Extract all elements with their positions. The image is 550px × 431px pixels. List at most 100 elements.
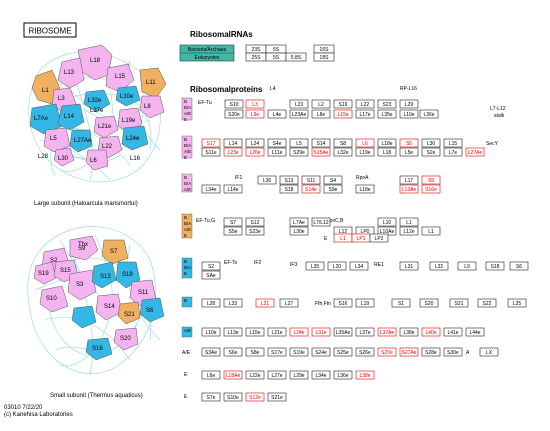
protein-box[interactable]: S9e: [323, 184, 343, 194]
protein-box[interactable]: L15: [443, 138, 463, 148]
protein-box[interactable]: L22: [355, 99, 375, 109]
protein-box[interactable]: S11: [301, 175, 321, 185]
protein-box[interactable]: L31e: [311, 327, 331, 337]
protein-box[interactable]: L37Ae: [377, 327, 397, 337]
protein-box[interactable]: S7e: [201, 392, 221, 402]
protein-box[interactable]: S3Ae: [201, 347, 221, 357]
protein-box[interactable]: SAe: [201, 270, 221, 280]
protein-box[interactable]: 25S: [245, 52, 267, 62]
protein-box[interactable]: L5: [289, 138, 309, 148]
protein-box[interactable]: S25e: [333, 347, 353, 357]
protein-box[interactable]: S7: [223, 217, 243, 227]
protein-box[interactable]: L18e: [355, 184, 375, 194]
protein-box[interactable]: L17e: [355, 109, 375, 119]
protein-box[interactable]: S20: [419, 298, 439, 308]
protein-box[interactable]: L9e: [245, 109, 265, 119]
protein-box[interactable]: L36e: [333, 370, 353, 380]
protein-box[interactable]: S17e: [267, 347, 287, 357]
protein-box[interactable]: S20e: [224, 109, 244, 119]
protein-box[interactable]: S19e: [289, 347, 309, 357]
protein-box[interactable]: L35e: [377, 109, 397, 119]
protein-box[interactable]: L3: [245, 99, 265, 109]
protein-box[interactable]: S21e: [267, 392, 287, 402]
protein-box[interactable]: S6: [509, 261, 529, 271]
protein-box[interactable]: S5e: [223, 226, 243, 236]
protein-box[interactable]: S11e: [201, 147, 221, 157]
protein-box[interactable]: L12e: [399, 226, 419, 236]
protein-box[interactable]: L6: [355, 138, 375, 148]
protein-box[interactable]: S16e: [421, 184, 441, 194]
protein-box[interactable]: L34: [349, 261, 369, 271]
protein-box[interactable]: L22e: [245, 370, 265, 380]
protein-box[interactable]: LP2: [369, 233, 389, 243]
protein-box[interactable]: S9: [421, 175, 441, 185]
protein-box[interactable]: L27: [279, 298, 299, 308]
protein-box[interactable]: L17: [399, 175, 419, 185]
protein-box[interactable]: L24e: [289, 327, 309, 337]
small-subunit-illustration[interactable]: [27, 226, 165, 376]
protein-box[interactable]: L15e: [245, 327, 265, 337]
protein-box[interactable]: L14e: [223, 184, 243, 194]
protein-box[interactable]: L8e: [311, 109, 331, 119]
protein-box[interactable]: L44e: [465, 327, 485, 337]
protein-box[interactable]: S23e: [245, 226, 265, 236]
protein-box[interactable]: L19e: [355, 147, 375, 157]
protein-box[interactable]: S27e: [377, 347, 397, 357]
protein-box[interactable]: L38e: [399, 327, 419, 337]
protein-box[interactable]: L13Ae: [399, 184, 419, 194]
protein-box[interactable]: L21: [255, 298, 275, 308]
protein-box[interactable]: S15Ae: [311, 147, 331, 157]
protein-box[interactable]: S4e: [267, 138, 287, 148]
protein-box[interactable]: S27Ae: [399, 347, 419, 357]
protein-box[interactable]: L34e: [201, 184, 221, 194]
protein-box[interactable]: L10e: [201, 327, 221, 337]
protein-box[interactable]: S18: [279, 184, 299, 194]
protein-box[interactable]: L20: [327, 261, 347, 271]
protein-box[interactable]: S12: [245, 217, 265, 227]
protein-box[interactable]: L35: [305, 261, 325, 271]
protein-box[interactable]: L32e: [333, 147, 353, 157]
protein-box[interactable]: L18: [377, 147, 397, 157]
protein-box[interactable]: L15e: [333, 109, 353, 119]
protein-box[interactable]: L31: [399, 261, 419, 271]
protein-box[interactable]: L29e: [289, 370, 309, 380]
protein-box[interactable]: S2e: [421, 147, 441, 157]
protein-box[interactable]: S23: [377, 99, 397, 109]
protein-box[interactable]: L32: [429, 261, 449, 271]
protein-box[interactable]: 16S: [313, 44, 335, 54]
protein-box[interactable]: 5S: [265, 52, 287, 62]
protein-box[interactable]: L14: [223, 138, 243, 148]
protein-box[interactable]: L27e: [267, 370, 287, 380]
protein-box[interactable]: L18Ae: [223, 370, 243, 380]
protein-box[interactable]: L10: [377, 217, 397, 227]
large-subunit-illustration[interactable]: [28, 44, 167, 183]
protein-box[interactable]: L13e: [223, 327, 243, 337]
protein-box[interactable]: L26e: [245, 147, 265, 157]
protein-box[interactable]: L19: [355, 298, 375, 308]
protein-box[interactable]: S14: [311, 138, 331, 148]
protein-box[interactable]: S16: [333, 298, 353, 308]
protein-box[interactable]: S29e: [289, 147, 309, 157]
protein-box[interactable]: L10e: [399, 109, 419, 119]
protein-box[interactable]: S5: [399, 138, 419, 148]
protein-box[interactable]: S8e: [245, 347, 265, 357]
protein-box[interactable]: L25: [507, 298, 527, 308]
protein-box[interactable]: 23S: [245, 44, 267, 54]
protein-box[interactable]: S17: [201, 138, 221, 148]
protein-box[interactable]: S6e: [223, 347, 243, 357]
protein-box[interactable]: S18: [485, 261, 505, 271]
protein-box[interactable]: L18e: [377, 138, 397, 148]
protein-box[interactable]: S10e: [223, 392, 243, 402]
protein-box[interactable]: 5.8S: [285, 52, 307, 62]
protein-box[interactable]: S1: [391, 298, 411, 308]
protein-box[interactable]: L1: [399, 217, 419, 227]
protein-box[interactable]: LP1: [351, 233, 371, 243]
protein-box[interactable]: S19: [333, 99, 353, 109]
protein-box[interactable]: L11e: [267, 147, 287, 157]
protein-box[interactable]: L37e: [355, 327, 375, 337]
protein-box[interactable]: L7e: [443, 147, 463, 157]
protein-box[interactable]: L4e: [267, 109, 287, 119]
protein-box[interactable]: L30: [421, 138, 441, 148]
protein-box[interactable]: S26e: [355, 347, 375, 357]
protein-box[interactable]: L36e: [419, 109, 439, 119]
